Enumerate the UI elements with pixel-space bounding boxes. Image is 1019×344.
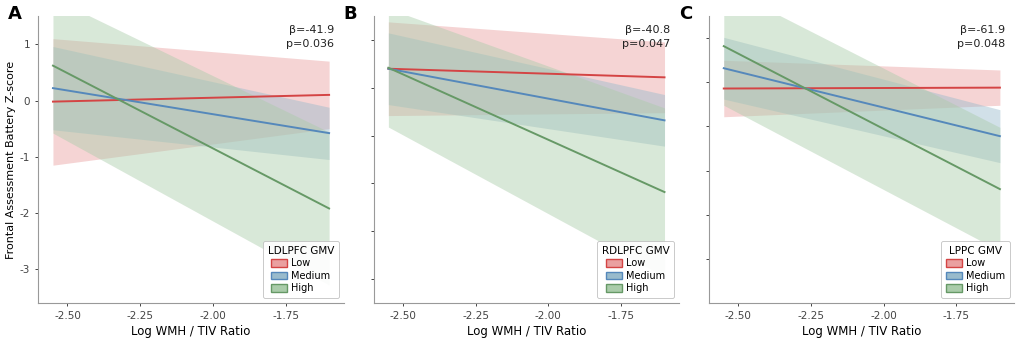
Y-axis label: Frontal Assessment Battery Z-score: Frontal Assessment Battery Z-score — [5, 61, 15, 259]
Text: β=-61.9
p=0.048: β=-61.9 p=0.048 — [956, 25, 1005, 49]
Text: β=-40.8
p=0.047: β=-40.8 p=0.047 — [621, 25, 669, 49]
X-axis label: Log WMH / TIV Ratio: Log WMH / TIV Ratio — [801, 325, 920, 338]
Legend: Low, Medium, High: Low, Medium, High — [596, 241, 674, 298]
Text: B: B — [343, 5, 357, 23]
Legend: Low, Medium, High: Low, Medium, High — [263, 241, 338, 298]
Legend: Low, Medium, High: Low, Medium, High — [941, 241, 1009, 298]
X-axis label: Log WMH / TIV Ratio: Log WMH / TIV Ratio — [131, 325, 251, 338]
Text: C: C — [678, 5, 691, 23]
Text: A: A — [8, 5, 21, 23]
Text: β=-41.9
p=0.036: β=-41.9 p=0.036 — [286, 25, 334, 49]
X-axis label: Log WMH / TIV Ratio: Log WMH / TIV Ratio — [467, 325, 586, 338]
